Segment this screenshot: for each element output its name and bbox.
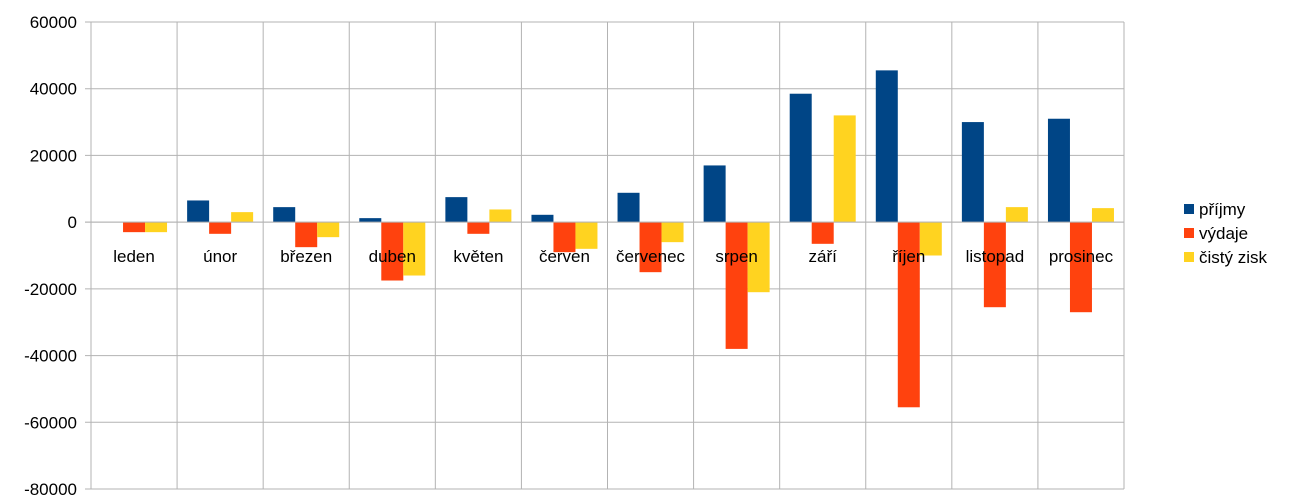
- y-tick-label: -20000: [24, 280, 77, 299]
- x-category-label: březen: [280, 247, 332, 266]
- bar: [575, 222, 598, 249]
- bar: [231, 212, 254, 223]
- y-tick-label: -60000: [24, 413, 77, 432]
- bar: [467, 222, 490, 234]
- x-axis-category-labels: leden únor březen duben květen červen červenec…: [113, 247, 1113, 266]
- x-category-label: srpen: [715, 247, 758, 266]
- bar: [445, 197, 468, 223]
- legend-swatch: [1184, 204, 1194, 214]
- y-tick-label: 0: [68, 213, 77, 232]
- y-axis-tick-labels: 60000 40000 20000 0 -20000 -40000 -60000 -80000: [24, 13, 77, 498]
- bar: [747, 222, 770, 293]
- x-category-label: prosinec: [1049, 247, 1114, 266]
- legend-swatch: [1184, 228, 1194, 238]
- x-category-label: duben: [369, 247, 416, 266]
- x-category-label: říjen: [892, 247, 925, 266]
- legend-label: čistý zisk: [1199, 248, 1268, 267]
- x-category-label: červen: [539, 247, 590, 266]
- y-tick-label: 40000: [30, 80, 77, 99]
- bar: [875, 70, 898, 223]
- bar: [725, 222, 748, 349]
- bar: [703, 165, 726, 223]
- bar: [531, 214, 554, 223]
- x-category-label: září: [809, 247, 838, 266]
- legend-swatch: [1184, 252, 1194, 262]
- y-tick-label: -40000: [24, 347, 77, 366]
- bar: [1047, 118, 1070, 223]
- bar: [919, 222, 942, 256]
- bars-group: [123, 70, 1114, 408]
- x-category-label: leden: [113, 247, 155, 266]
- bar: [1069, 222, 1092, 313]
- bar: [897, 222, 920, 408]
- bar: [661, 222, 684, 243]
- x-category-label: červenec: [616, 247, 685, 266]
- bar: [123, 222, 146, 233]
- y-tick-label: 60000: [30, 13, 77, 32]
- y-tick-label: 20000: [30, 146, 77, 165]
- bar: [359, 218, 382, 223]
- bar: [317, 222, 340, 238]
- bar: [209, 222, 232, 234]
- bar: [403, 222, 426, 276]
- bar: [961, 122, 984, 223]
- bar: [187, 200, 210, 223]
- bar: [639, 222, 662, 273]
- bar: [1091, 208, 1114, 223]
- bar: [833, 115, 856, 223]
- x-category-label: květen: [453, 247, 503, 266]
- bar: [489, 209, 512, 223]
- bar: [273, 207, 296, 223]
- gridlines: [85, 21, 1125, 490]
- legend-label: výdaje: [1199, 224, 1248, 243]
- bar: [1005, 207, 1028, 223]
- y-tick-label: -80000: [24, 480, 77, 498]
- bar: [295, 222, 318, 248]
- legend: příjmy výdaje čistý zisk: [1184, 200, 1268, 267]
- x-category-label: únor: [203, 247, 237, 266]
- bar: [553, 222, 576, 253]
- bar: [617, 192, 640, 223]
- bar: [145, 222, 168, 233]
- bar: [811, 222, 834, 244]
- x-category-label: listopad: [966, 247, 1025, 266]
- bar: [983, 222, 1006, 308]
- bar: [381, 222, 404, 281]
- legend-label: příjmy: [1199, 200, 1246, 219]
- bar: [789, 93, 812, 223]
